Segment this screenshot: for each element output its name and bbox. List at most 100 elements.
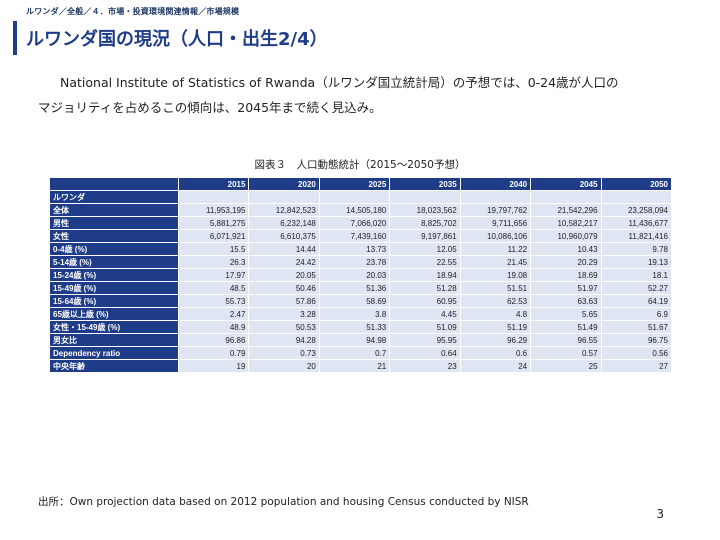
column-header: 2045 (531, 178, 601, 190)
table-cell: 3.8 (319, 308, 390, 320)
table-cell: 10.43 (531, 243, 601, 255)
table-cell: 20.05 (249, 269, 319, 281)
table-cell: 63.63 (531, 295, 601, 307)
table-cell: 19 (179, 360, 249, 372)
table-cell: 3.28 (249, 308, 319, 320)
table-cell: 51.28 (390, 282, 460, 294)
table-cell: 6,232,148 (249, 217, 319, 229)
table-cell: 6.9 (601, 308, 671, 320)
row-label: 男性 (50, 217, 178, 229)
table-cell: 96.75 (601, 334, 671, 346)
table-cell: 64.19 (601, 295, 671, 307)
table-cell: 20 (249, 360, 319, 372)
column-header: 2035 (390, 178, 460, 190)
table-header-row: 2015 2020 2025 2035 2040 2045 2050 (50, 178, 671, 190)
table-row: 男女比 96.86 94.28 94.98 95.95 96.29 96.55 96.75 (50, 334, 671, 346)
table-cell: 18.1 (601, 269, 671, 281)
table-cell: 6,071,921 (179, 230, 249, 242)
row-label: 15-49歳 (%) (50, 282, 178, 294)
table-cell: 12.05 (390, 243, 460, 255)
table-cell: 51.51 (460, 282, 531, 294)
table-cell: 4.8 (460, 308, 531, 320)
row-label: ルワンダ (50, 191, 178, 203)
row-label: Dependency ratio (50, 347, 178, 359)
table-cell: 13.73 (319, 243, 390, 255)
row-label: 全体 (50, 204, 178, 216)
table-cell: 57.86 (249, 295, 319, 307)
table-corner-cell (50, 178, 178, 190)
row-label: 5-14歳 (%) (50, 256, 178, 268)
table-cell: 9,711,656 (460, 217, 531, 229)
table-cell: 0.56 (601, 347, 671, 359)
table-cell: 51.49 (531, 321, 601, 333)
table-cell: 48.5 (179, 282, 249, 294)
table-cell: 10,086,106 (460, 230, 531, 242)
table-cell: 17.97 (179, 269, 249, 281)
table-row: 15-64歳 (%) 55.73 57.86 58.69 60.95 62.53 63.63… (50, 295, 671, 307)
table-cell: 95.95 (390, 334, 460, 346)
table-cell: 19.13 (601, 256, 671, 268)
table-cell: 27 (601, 360, 671, 372)
table-cell: 19.08 (460, 269, 531, 281)
table-cell: 9,197,861 (390, 230, 460, 242)
table-row: 男性 5,881,275 6,232,148 7,066,020 8,825,702 9,… (50, 217, 671, 229)
table-cell: 51.97 (531, 282, 601, 294)
table-cell: 11,821,416 (601, 230, 671, 242)
table-cell: 10,582,217 (531, 217, 601, 229)
row-label: 15-64歳 (%) (50, 295, 178, 307)
table-cell: 8,825,702 (390, 217, 460, 229)
table-row: 女性・15-49歳 (%) 48.9 50.53 51.33 51.09 51.19 51.… (50, 321, 671, 333)
table-cell: 24.42 (249, 256, 319, 268)
table-row: 中央年齢 19 20 21 23 24 25 27 (50, 360, 671, 372)
table-row: 5-14歳 (%) 26.3 24.42 23.78 22.55 21.45 20.29 19… (50, 256, 671, 268)
table-row: 15-24歳 (%) 17.97 20.05 20.03 18.94 19.08 18.69… (50, 269, 671, 281)
table-cell: 58.69 (319, 295, 390, 307)
row-label: 0-4歳 (%) (50, 243, 178, 255)
breadcrumb: ルワンダ／全般／４．市場・投資環境関連情報／市場規模 (26, 7, 240, 16)
column-header: 2025 (319, 178, 390, 190)
table-cell: 26.3 (179, 256, 249, 268)
table-cell: 22.55 (390, 256, 460, 268)
table-cell: 94.28 (249, 334, 319, 346)
title-accent-bar (13, 21, 17, 55)
table-cell: 94.98 (319, 334, 390, 346)
table-cell: 20.29 (531, 256, 601, 268)
table-cell: 51.67 (601, 321, 671, 333)
table-row: 15-49歳 (%) 48.5 50.46 51.36 51.28 51.51 51.97 5… (50, 282, 671, 294)
table-cell: 7,439,160 (319, 230, 390, 242)
table-caption: 図表３ 人口動態統計（2015～2050予想） (254, 159, 466, 171)
table-cell: 50.53 (249, 321, 319, 333)
page-number: 3 (656, 507, 664, 521)
table-cell (390, 191, 460, 203)
table-cell: 25 (531, 360, 601, 372)
table-cell: 21.45 (460, 256, 531, 268)
table-cell: 48.9 (179, 321, 249, 333)
table-cell: 0.79 (179, 347, 249, 359)
column-header: 2015 (179, 178, 249, 190)
table-cell: 4.45 (390, 308, 460, 320)
table-cell: 5,881,275 (179, 217, 249, 229)
row-label: 男女比 (50, 334, 178, 346)
table-cell (460, 191, 531, 203)
table-cell: 24 (460, 360, 531, 372)
table-row: 全体 11,953,195 12,842,523 14,505,180 18,023,5… (50, 204, 671, 216)
page-title: ルワンダ国の現況（人口・出生2/4） (26, 29, 328, 50)
table-cell: 7,066,020 (319, 217, 390, 229)
table-row: 女性 6,071,921 6,610,375 7,439,160 9,197,861 10… (50, 230, 671, 242)
table-cell (319, 191, 390, 203)
table-cell (179, 191, 249, 203)
table-cell: 9.78 (601, 243, 671, 255)
table-cell: 14,505,180 (319, 204, 390, 216)
table-cell: 0.7 (319, 347, 390, 359)
table-cell: 20.03 (319, 269, 390, 281)
table-cell: 51.33 (319, 321, 390, 333)
table-cell: 51.19 (460, 321, 531, 333)
source-note: 出所：Own projection data based on 2012 pop… (38, 496, 529, 508)
table-cell: 21,542,296 (531, 204, 601, 216)
table-cell: 18.94 (390, 269, 460, 281)
table-cell: 51.36 (319, 282, 390, 294)
table-cell: 55.73 (179, 295, 249, 307)
table-cell: 0.73 (249, 347, 319, 359)
column-header: 2020 (249, 178, 319, 190)
table-cell: 11,436,677 (601, 217, 671, 229)
